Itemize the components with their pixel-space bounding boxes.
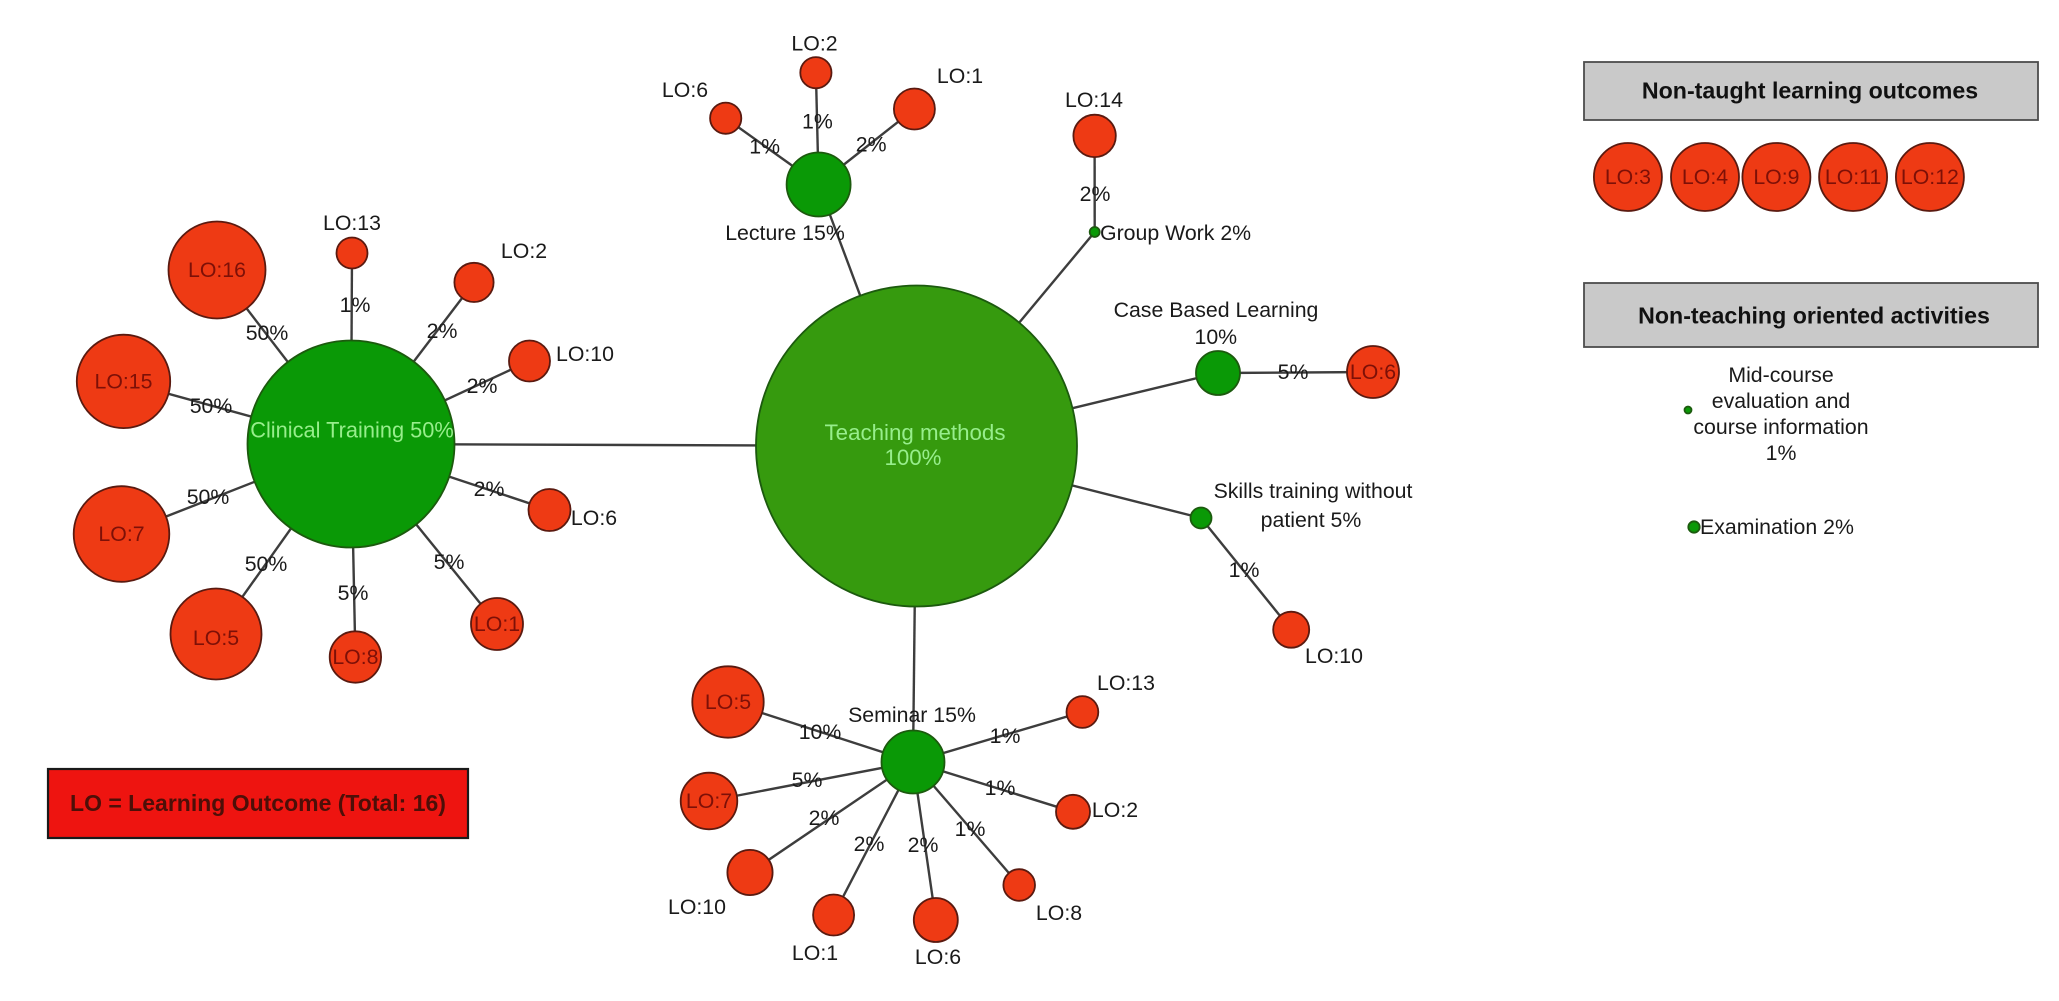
svg-text:patient 5%: patient 5% [1261,508,1362,532]
svg-text:LO:1: LO:1 [792,941,838,965]
svg-text:2%: 2% [908,833,939,857]
svg-text:Non-taught learning outcomes: Non-taught learning outcomes [1642,78,1978,104]
svg-text:2%: 2% [854,832,885,856]
svg-text:LO:1: LO:1 [937,64,983,88]
svg-text:100%: 100% [884,445,941,470]
svg-text:LO:6: LO:6 [662,78,708,102]
svg-text:Non-teaching oriented activiti: Non-teaching oriented activities [1638,303,1990,329]
svg-text:1%: 1% [955,817,986,841]
svg-text:LO:10: LO:10 [1305,644,1363,668]
svg-text:2%: 2% [1080,182,1111,206]
svg-text:LO:1: LO:1 [474,612,520,636]
svg-text:Lecture 15%: Lecture 15% [725,221,845,245]
svg-text:LO:2: LO:2 [501,239,547,263]
svg-text:5%: 5% [338,581,369,605]
svg-text:1%: 1% [802,109,833,133]
svg-text:1%: 1% [340,293,371,317]
svg-text:LO:10: LO:10 [668,895,726,919]
svg-text:Group Work 2%: Group Work 2% [1100,221,1251,245]
svg-text:2%: 2% [856,133,887,157]
svg-text:LO:5: LO:5 [193,626,239,650]
svg-text:LO:10: LO:10 [556,342,614,366]
svg-text:LO:6: LO:6 [571,506,617,530]
svg-text:evaluation and: evaluation and [1712,389,1851,413]
svg-text:2%: 2% [809,806,840,830]
svg-text:LO:5: LO:5 [705,690,751,714]
svg-text:LO:9: LO:9 [1753,165,1799,189]
svg-text:LO:4: LO:4 [1682,165,1728,189]
svg-text:Skills training without: Skills training without [1214,479,1413,503]
svg-text:LO:13: LO:13 [1097,671,1155,695]
svg-text:LO:7: LO:7 [98,522,144,546]
svg-text:Seminar 15%: Seminar 15% [848,703,976,727]
svg-text:LO:12: LO:12 [1901,165,1959,189]
svg-text:LO:6: LO:6 [1350,360,1396,384]
svg-text:LO:15: LO:15 [94,369,152,393]
svg-text:50%: 50% [246,321,289,345]
svg-text:1%: 1% [990,724,1021,748]
svg-text:50%: 50% [190,394,233,418]
svg-text:LO:8: LO:8 [1036,901,1082,925]
svg-text:50%: 50% [245,552,288,576]
svg-text:1%: 1% [749,135,780,159]
svg-text:LO:11: LO:11 [1825,165,1881,189]
svg-text:course information: course information [1693,415,1868,439]
svg-text:LO:16: LO:16 [188,258,246,282]
svg-text:2%: 2% [467,374,498,398]
svg-text:LO = Learning Outcome (Total:: LO = Learning Outcome (Total: 16) [70,790,446,816]
svg-text:1%: 1% [1229,558,1260,582]
svg-text:LO:8: LO:8 [332,645,378,669]
svg-text:LO:2: LO:2 [791,31,837,55]
svg-text:10%: 10% [799,720,842,744]
svg-text:Teaching methods: Teaching methods [825,420,1006,445]
svg-text:LO:13: LO:13 [323,211,381,235]
svg-text:Case Based Learning: Case Based Learning [1114,298,1319,322]
svg-text:LO:2: LO:2 [1092,798,1138,822]
svg-text:5%: 5% [1278,360,1309,384]
svg-text:10%: 10% [1194,325,1237,349]
svg-text:LO:6: LO:6 [915,945,961,969]
svg-text:Examination 2%: Examination 2% [1700,515,1854,539]
svg-text:5%: 5% [792,768,823,792]
svg-text:LO:3: LO:3 [1605,165,1651,189]
svg-text:1%: 1% [1766,441,1797,465]
svg-text:2%: 2% [427,319,458,343]
svg-text:LO:14: LO:14 [1065,88,1123,112]
svg-text:Clinical Training 50%: Clinical Training 50% [250,417,454,442]
svg-text:2%: 2% [474,477,505,501]
svg-text:LO:7: LO:7 [686,789,732,813]
svg-text:50%: 50% [187,485,230,509]
svg-text:Mid-course: Mid-course [1728,363,1833,387]
svg-text:5%: 5% [434,550,465,574]
svg-text:1%: 1% [985,776,1016,800]
